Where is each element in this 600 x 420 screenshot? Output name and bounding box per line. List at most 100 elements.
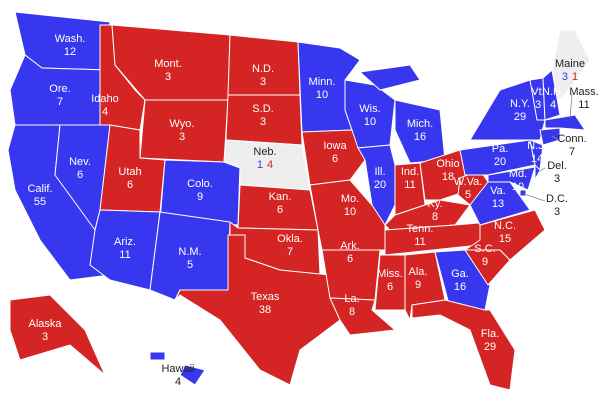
state-name: D.C. xyxy=(546,193,568,205)
state-name: Colo. xyxy=(187,178,213,190)
state-votes: 11 xyxy=(119,249,130,261)
state-votes: 18 xyxy=(442,171,454,183)
state xyxy=(9,294,106,376)
state-votes: 9 xyxy=(197,191,203,203)
state-votes: 6 xyxy=(127,179,133,191)
state-name: Okla. xyxy=(277,233,303,245)
state-name: S.D. xyxy=(252,103,273,115)
state-name: Del. xyxy=(547,160,567,172)
state-name: Miss. xyxy=(377,268,403,280)
state-votes: 29 xyxy=(514,111,526,123)
state-name: Idaho xyxy=(91,93,119,105)
state xyxy=(487,166,536,191)
state-name: Maine xyxy=(555,58,585,70)
state-votes: 10 xyxy=(364,116,376,128)
state-name: Ky. xyxy=(427,198,442,210)
state-name: Pa. xyxy=(492,143,509,155)
state-name: Md. xyxy=(509,168,527,180)
state-name: Tenn. xyxy=(407,223,434,235)
state-votes: 3 xyxy=(260,116,266,128)
state-shape xyxy=(174,234,341,386)
split-votes: 1 xyxy=(257,159,263,171)
state-votes: 4 xyxy=(102,106,108,118)
state xyxy=(529,139,544,171)
state-name: N.H. xyxy=(542,86,564,98)
state-shape xyxy=(9,294,106,376)
state-shape xyxy=(359,64,421,91)
state-shape xyxy=(411,299,516,391)
state-shape xyxy=(551,29,591,101)
state-name: S.C. xyxy=(474,243,495,255)
state-name: Ore. xyxy=(49,83,70,95)
state-name: N.Y. xyxy=(510,98,530,110)
state-votes: 16 xyxy=(454,281,466,293)
state-shape xyxy=(179,364,206,386)
state-shape xyxy=(539,127,561,146)
state-name: Ind. xyxy=(401,166,419,178)
state xyxy=(357,144,396,226)
state-votes: 20 xyxy=(374,179,386,191)
state-shape xyxy=(159,159,241,226)
state-votes: 55 xyxy=(34,196,46,208)
state-name: W.Va. xyxy=(454,176,483,188)
split-votes: 4 xyxy=(267,159,273,171)
state-votes: 8 xyxy=(432,211,438,223)
state-name: Ill. xyxy=(375,166,386,178)
leader-line xyxy=(537,167,546,173)
state-votes: 5 xyxy=(187,259,193,271)
state-name: Nev. xyxy=(69,156,91,168)
state xyxy=(464,209,546,261)
state-name: Alaska xyxy=(28,318,62,330)
state-name: Mont. xyxy=(154,58,182,70)
state-votes: 13 xyxy=(492,198,504,210)
leader-line xyxy=(523,193,546,202)
state-shape xyxy=(434,249,491,311)
state-name: Ariz. xyxy=(114,236,136,248)
state-votes: 8 xyxy=(349,306,355,318)
state xyxy=(542,69,561,121)
state-shape xyxy=(357,144,396,226)
state-votes: 5 xyxy=(465,189,471,201)
state-name: Ohio xyxy=(436,158,459,170)
state-name: Wash. xyxy=(55,33,86,45)
state xyxy=(159,159,241,226)
state-votes: 3 xyxy=(554,206,560,218)
state-votes: 15 xyxy=(499,233,511,245)
state-votes: 11 xyxy=(404,179,415,191)
state-votes: 16 xyxy=(414,131,426,143)
state-votes: 11 xyxy=(414,236,425,248)
state-votes: 9 xyxy=(482,256,488,268)
state-name: Fla. xyxy=(481,328,499,340)
state-name: Ark. xyxy=(340,240,360,252)
state xyxy=(301,129,366,186)
split-votes: 1 xyxy=(572,71,578,83)
state-name: Vt. xyxy=(531,86,544,98)
state-name: N.D. xyxy=(252,63,274,75)
state xyxy=(149,351,206,386)
state xyxy=(459,139,536,176)
state xyxy=(434,249,491,311)
state-shape xyxy=(459,139,536,176)
state-votes: 6 xyxy=(347,253,353,265)
state-name: Mo. xyxy=(341,193,359,205)
state-votes: 10 xyxy=(512,181,524,193)
state-name: Calif. xyxy=(27,183,52,195)
state-votes: 3 xyxy=(554,173,560,185)
state-shape xyxy=(149,351,166,361)
state-votes: 14 xyxy=(531,153,543,165)
state-name: Mich. xyxy=(407,118,433,130)
state-votes: 20 xyxy=(494,156,506,168)
state xyxy=(329,297,396,336)
state-name: N.C. xyxy=(494,220,516,232)
state-votes: 3 xyxy=(165,71,171,83)
state-shape xyxy=(419,149,471,201)
state-votes: 7 xyxy=(57,96,63,108)
state-votes: 3 xyxy=(535,99,541,111)
state-name: Conn. xyxy=(557,133,586,145)
state-votes: 7 xyxy=(569,146,575,158)
leader-line xyxy=(551,135,561,142)
state-votes: 3 xyxy=(42,331,48,343)
state-votes: 6 xyxy=(77,169,83,181)
